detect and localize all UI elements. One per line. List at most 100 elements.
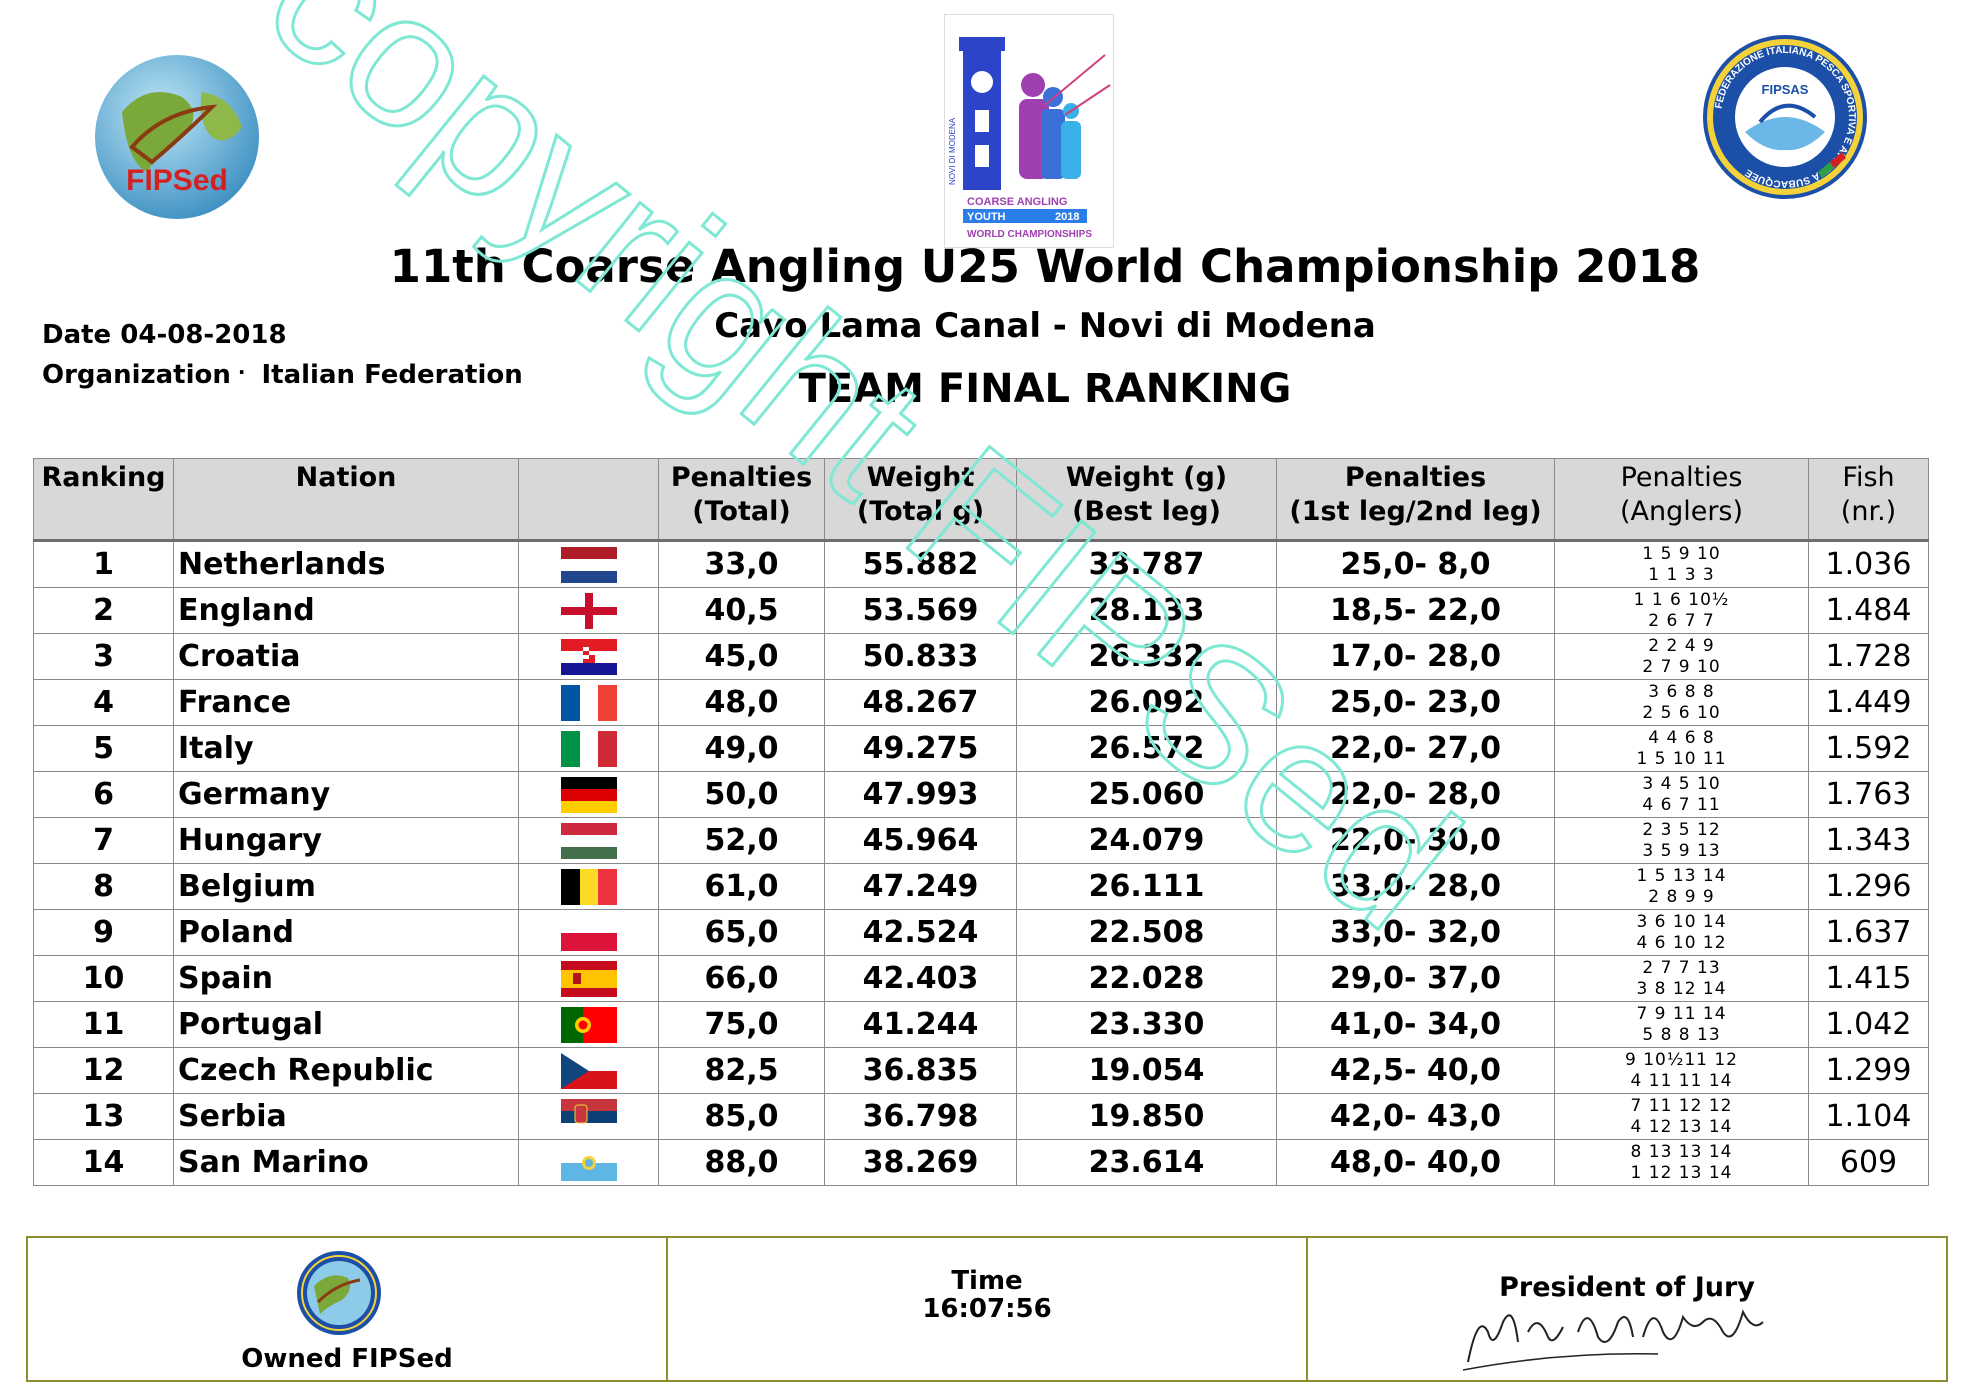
anglers-first-line: 3 4 5 10 (1642, 773, 1721, 794)
fipsas-center-text: FIPSAS (1762, 82, 1809, 97)
anglers-second-line: 2 6 7 7 (1648, 610, 1715, 631)
footer-box: Owned FIPSed Time 16:07:56 President of … (26, 1236, 1948, 1382)
flag-cell (518, 725, 659, 772)
penalties-total-cell: 88,0 (658, 1139, 825, 1186)
col-header-weight-total: Weight (Total g) (824, 458, 1017, 541)
rank-cell: 2 (33, 587, 174, 634)
legs-penalties-cell: 18,5- 22,0 (1276, 587, 1555, 634)
ranking-table: Ranking Nation Penalties (Total) Weight (T… (33, 458, 1929, 1186)
flag-cell (518, 863, 659, 910)
best-leg-cell: 26.332 (1016, 633, 1277, 680)
jury-label: President of Jury (1499, 1272, 1755, 1303)
flag-cell (518, 817, 659, 864)
organization-value: Italian Federation (261, 360, 523, 390)
rank-cell: 10 (33, 955, 174, 1002)
portugal-flag-icon (560, 1006, 617, 1043)
nation-cell: Netherlands (173, 539, 519, 588)
ranking-heading: TEAM FINAL RANKING (798, 366, 1292, 412)
table-row: 6 Germany 50,0 47.993 25.060 22,0- 28,0 3 4 5 … (33, 771, 1929, 818)
fish-count-cell: 1.592 (1808, 725, 1929, 772)
nation-cell: Portugal (173, 1001, 519, 1048)
col-header-penalties-total: Penalties (Total) (658, 458, 825, 541)
serbia-flag-icon (560, 1098, 617, 1135)
nation-cell: England (173, 587, 519, 634)
col-header-flag (518, 458, 659, 541)
table-row: 2 England 40,5 53.569 28.133 18,5- 22,0 1 1 6 … (33, 587, 1929, 634)
anglers-first-line: 3 6 8 8 (1648, 681, 1715, 702)
rank-cell: 8 (33, 863, 174, 910)
weight-total-cell: 47.993 (824, 771, 1017, 818)
fipsed-logo-text: FIPSed (126, 164, 228, 197)
footer-time-cell: Time 16:07:56 (668, 1238, 1308, 1380)
footer-owner-cell: Owned FIPSed (28, 1238, 668, 1380)
date-value: 04-08-2018 (120, 320, 287, 350)
fish-count-cell: 1.299 (1808, 1047, 1929, 1094)
anglers-penalties-cell: 2 3 5 12 3 5 9 13 (1554, 817, 1809, 864)
penalties-total-cell: 49,0 (658, 725, 825, 772)
page-title: 11th Coarse Angling U25 World Championsh… (389, 240, 1701, 293)
table-row: 7 Hungary 52,0 45.964 24.079 22,0- 30,0 2 3 5 … (33, 817, 1929, 864)
championship-logo-line: NOVI DI MODENA (948, 117, 957, 185)
netherlands-flag-icon (560, 546, 617, 583)
fish-count-cell: 1.484 (1808, 587, 1929, 634)
rank-cell: 9 (33, 909, 174, 956)
jury-signature (1462, 1309, 1764, 1371)
sanmarino-flag-icon (560, 1144, 617, 1181)
rank-cell: 13 (33, 1093, 174, 1140)
anglers-second-line: 3 5 9 13 (1642, 840, 1721, 861)
poland-flag-icon (560, 914, 617, 951)
anglers-penalties-cell: 3 6 10 14 4 6 10 12 (1554, 909, 1809, 956)
flag-cell (518, 1139, 659, 1186)
anglers-second-line: 4 12 13 14 (1630, 1116, 1733, 1137)
nation-cell: Spain (173, 955, 519, 1002)
col-header-nation: Nation (173, 458, 519, 541)
anglers-first-line: 9 10½11 12 (1625, 1049, 1738, 1070)
penalties-total-cell: 50,0 (658, 771, 825, 818)
col-header-legs: Penalties (1st leg/2nd leg) (1276, 458, 1555, 541)
table-row: 3 Croatia 45,0 50.833 26.332 17,0- 28,0 2 2 4 … (33, 633, 1929, 680)
flag-cell (518, 539, 659, 588)
penalties-total-cell: 40,5 (658, 587, 825, 634)
rank-cell: 14 (33, 1139, 174, 1186)
nation-cell: France (173, 679, 519, 726)
best-leg-cell: 22.508 (1016, 909, 1277, 956)
rank-cell: 12 (33, 1047, 174, 1094)
anglers-second-line: 4 6 10 12 (1636, 932, 1727, 953)
best-leg-cell: 23.614 (1016, 1139, 1277, 1186)
hungary-flag-icon (560, 822, 617, 859)
date-label: Date (42, 320, 112, 350)
anglers-second-line: 2 8 9 9 (1648, 886, 1715, 907)
table-row: 12 Czech Republic 82,5 36.835 19.054 42,5- 40… (33, 1047, 1929, 1094)
anglers-penalties-cell: 3 4 5 10 4 6 7 11 (1554, 771, 1809, 818)
anglers-second-line: 1 12 13 14 (1630, 1162, 1733, 1183)
fish-count-cell: 1.637 (1808, 909, 1929, 956)
owned-label: Owned FIPSed (241, 1344, 453, 1374)
rank-cell: 7 (33, 817, 174, 864)
penalties-total-cell: 61,0 (658, 863, 825, 910)
anglers-second-line: 1 5 10 11 (1636, 748, 1727, 769)
anglers-penalties-cell: 8 13 13 14 1 12 13 14 (1554, 1139, 1809, 1186)
nation-cell: San Marino (173, 1139, 519, 1186)
anglers-first-line: 1 1 6 10½ (1633, 589, 1730, 610)
table-row: 10 Spain 66,0 42.403 22.028 29,0- 37,0 2 7 7 1… (33, 955, 1929, 1002)
weight-total-cell: 42.524 (824, 909, 1017, 956)
fish-count-cell: 1.036 (1808, 539, 1929, 588)
anglers-first-line: 2 7 7 13 (1642, 957, 1721, 978)
legs-penalties-cell: 42,5- 40,0 (1276, 1047, 1555, 1094)
weight-total-cell: 41.244 (824, 1001, 1017, 1048)
anglers-first-line: 8 13 13 14 (1630, 1141, 1733, 1162)
date-line: Date 04-08-2018 (42, 320, 287, 350)
fish-count-cell: 609 (1808, 1139, 1929, 1186)
weight-total-cell: 42.403 (824, 955, 1017, 1002)
best-leg-cell: 23.330 (1016, 1001, 1277, 1048)
rank-cell: 1 (33, 539, 174, 588)
anglers-second-line: 5 8 8 13 (1642, 1024, 1721, 1045)
venue-subtitle: Cavo Lama Canal - Novi di Modena (714, 306, 1376, 346)
championship-logo-line: 2018 (1055, 211, 1079, 223)
fish-count-cell: 1.763 (1808, 771, 1929, 818)
flag-cell (518, 633, 659, 680)
table-row: 4 France 48,0 48.267 26.092 25,0- 23,0 3 6 8 8… (33, 679, 1929, 726)
table-row: 9 Poland 65,0 42.524 22.508 33,0- 32,0 3 6 10 … (33, 909, 1929, 956)
